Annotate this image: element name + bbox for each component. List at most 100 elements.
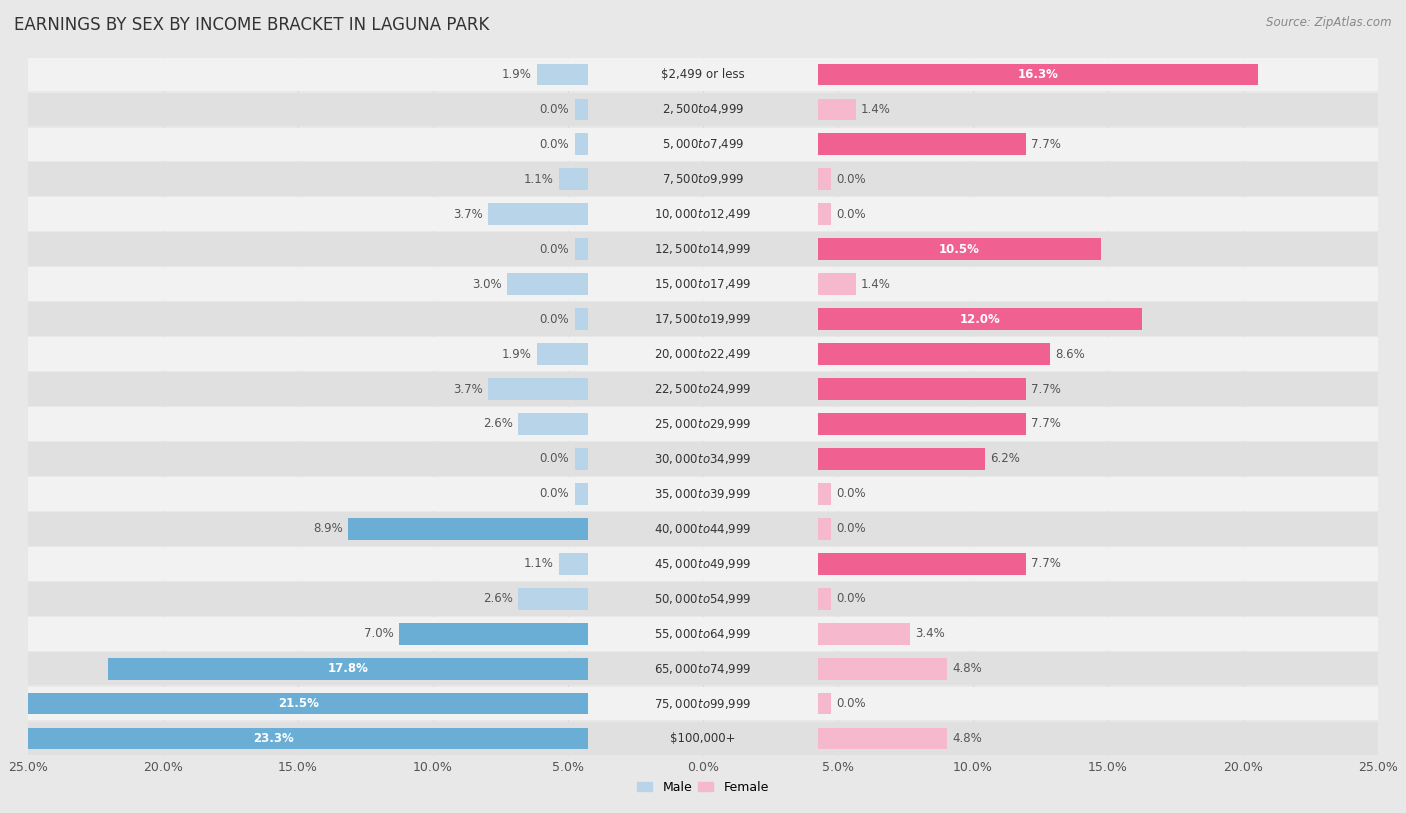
- Text: 17.8%: 17.8%: [328, 663, 368, 675]
- Text: 3.0%: 3.0%: [472, 278, 502, 290]
- Bar: [558, 553, 588, 575]
- Text: 1.1%: 1.1%: [523, 558, 553, 570]
- Text: 0.0%: 0.0%: [837, 523, 866, 535]
- Bar: [818, 378, 1025, 400]
- Text: EARNINGS BY SEX BY INCOME BRACKET IN LAGUNA PARK: EARNINGS BY SEX BY INCOME BRACKET IN LAG…: [14, 16, 489, 34]
- Bar: [818, 63, 1258, 85]
- Bar: [28, 302, 1378, 336]
- Bar: [818, 308, 1142, 330]
- Bar: [537, 343, 588, 365]
- Text: $30,000 to $34,999: $30,000 to $34,999: [654, 452, 752, 466]
- Text: 0.0%: 0.0%: [837, 208, 866, 220]
- Bar: [28, 128, 1378, 161]
- Bar: [28, 617, 1378, 650]
- Text: $50,000 to $54,999: $50,000 to $54,999: [654, 592, 752, 606]
- Bar: [575, 98, 588, 120]
- Text: 7.7%: 7.7%: [1031, 383, 1062, 395]
- Bar: [28, 372, 1378, 406]
- Bar: [575, 238, 588, 260]
- Text: $7,500 to $9,999: $7,500 to $9,999: [662, 172, 744, 186]
- Bar: [818, 98, 855, 120]
- Bar: [488, 203, 588, 225]
- Text: $20,000 to $22,499: $20,000 to $22,499: [654, 347, 752, 361]
- Text: 7.7%: 7.7%: [1031, 418, 1062, 430]
- Bar: [108, 658, 588, 680]
- Bar: [28, 512, 1378, 546]
- Text: 1.9%: 1.9%: [502, 348, 531, 360]
- Bar: [818, 273, 855, 295]
- Bar: [575, 483, 588, 505]
- Text: 4.8%: 4.8%: [953, 733, 983, 745]
- Text: 7.7%: 7.7%: [1031, 558, 1062, 570]
- Bar: [28, 652, 1378, 685]
- Bar: [575, 448, 588, 470]
- Bar: [28, 163, 1378, 196]
- Bar: [488, 378, 588, 400]
- Text: 10.5%: 10.5%: [939, 243, 980, 255]
- Bar: [818, 693, 831, 715]
- Text: $75,000 to $99,999: $75,000 to $99,999: [654, 697, 752, 711]
- Bar: [399, 623, 588, 645]
- Text: $10,000 to $12,499: $10,000 to $12,499: [654, 207, 752, 221]
- Bar: [28, 582, 1378, 615]
- Text: 8.6%: 8.6%: [1056, 348, 1085, 360]
- Text: $45,000 to $49,999: $45,000 to $49,999: [654, 557, 752, 571]
- Bar: [818, 448, 986, 470]
- Bar: [818, 728, 948, 750]
- Bar: [537, 63, 588, 85]
- Bar: [818, 413, 1025, 435]
- Bar: [575, 133, 588, 155]
- Text: 21.5%: 21.5%: [277, 698, 319, 710]
- Text: 3.7%: 3.7%: [453, 208, 484, 220]
- Bar: [28, 58, 1378, 91]
- Text: $2,499 or less: $2,499 or less: [661, 68, 745, 80]
- Text: 6.2%: 6.2%: [990, 453, 1021, 465]
- Text: $22,500 to $24,999: $22,500 to $24,999: [654, 382, 752, 396]
- Bar: [28, 547, 1378, 580]
- Text: $25,000 to $29,999: $25,000 to $29,999: [654, 417, 752, 431]
- Bar: [28, 198, 1378, 231]
- Bar: [8, 693, 588, 715]
- Bar: [818, 658, 948, 680]
- Bar: [28, 93, 1378, 126]
- Bar: [28, 233, 1378, 266]
- Bar: [28, 267, 1378, 301]
- Text: 2.6%: 2.6%: [482, 593, 513, 605]
- Text: 23.3%: 23.3%: [253, 733, 294, 745]
- Bar: [818, 238, 1101, 260]
- Legend: Male, Female: Male, Female: [633, 776, 773, 799]
- Text: $100,000+: $100,000+: [671, 733, 735, 745]
- Text: 0.0%: 0.0%: [837, 488, 866, 500]
- Text: 0.0%: 0.0%: [837, 173, 866, 185]
- Bar: [28, 687, 1378, 720]
- Bar: [818, 588, 831, 610]
- Text: 12.0%: 12.0%: [959, 313, 1000, 325]
- Bar: [818, 133, 1025, 155]
- Bar: [28, 442, 1378, 476]
- Text: 1.4%: 1.4%: [860, 103, 891, 115]
- Text: 0.0%: 0.0%: [540, 243, 569, 255]
- Text: 8.9%: 8.9%: [314, 523, 343, 535]
- Bar: [818, 623, 910, 645]
- Bar: [575, 308, 588, 330]
- Bar: [818, 343, 1050, 365]
- Text: $2,500 to $4,999: $2,500 to $4,999: [662, 102, 744, 116]
- Bar: [28, 477, 1378, 511]
- Text: 0.0%: 0.0%: [540, 488, 569, 500]
- Bar: [818, 168, 831, 190]
- Text: $17,500 to $19,999: $17,500 to $19,999: [654, 312, 752, 326]
- Text: $15,000 to $17,499: $15,000 to $17,499: [654, 277, 752, 291]
- Bar: [28, 407, 1378, 441]
- Bar: [517, 413, 588, 435]
- Bar: [818, 518, 831, 540]
- Text: 1.4%: 1.4%: [860, 278, 891, 290]
- Text: 2.6%: 2.6%: [482, 418, 513, 430]
- Text: $65,000 to $74,999: $65,000 to $74,999: [654, 662, 752, 676]
- Bar: [508, 273, 588, 295]
- Bar: [818, 483, 831, 505]
- Text: 4.8%: 4.8%: [953, 663, 983, 675]
- Bar: [517, 588, 588, 610]
- Text: Source: ZipAtlas.com: Source: ZipAtlas.com: [1267, 16, 1392, 29]
- Text: 3.4%: 3.4%: [915, 628, 945, 640]
- Text: $12,500 to $14,999: $12,500 to $14,999: [654, 242, 752, 256]
